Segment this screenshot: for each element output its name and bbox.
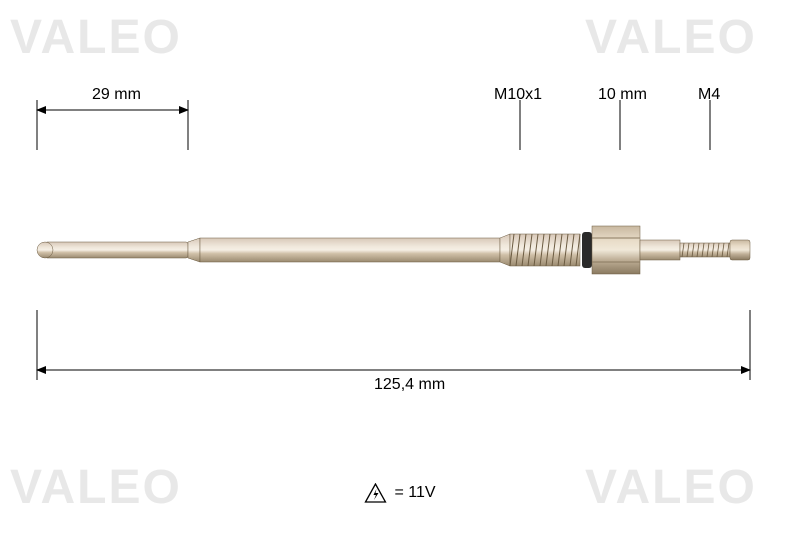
- label-terminal: M4: [698, 86, 720, 104]
- plug-hex: [592, 226, 640, 274]
- plug-terminal-cap: [730, 240, 750, 260]
- label-tip-length: 29 mm: [92, 86, 141, 104]
- plug-taper2: [500, 234, 510, 266]
- voltage-spec: = 11V: [364, 483, 435, 503]
- voltage-text: = 11V: [394, 484, 435, 502]
- label-hex-size: 10 mm: [598, 86, 647, 104]
- plug-oring: [582, 232, 592, 268]
- plug-thread-body: [510, 234, 580, 266]
- label-total-length: 125,4 mm: [370, 376, 449, 394]
- plug-tip: [45, 242, 188, 258]
- plug-tip-end: [37, 242, 53, 258]
- voltage-warning-icon: [364, 483, 386, 503]
- plug-taper1: [188, 238, 200, 262]
- plug-shaft: [200, 238, 500, 262]
- technical-diagram: [0, 0, 800, 533]
- label-thread-spec: M10x1: [494, 86, 542, 104]
- plug-neck: [640, 240, 680, 260]
